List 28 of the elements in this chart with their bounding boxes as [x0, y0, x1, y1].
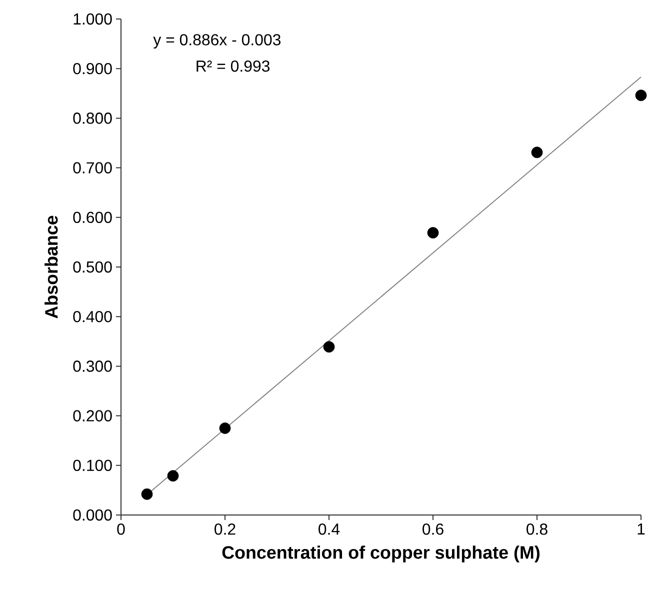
y-tick-label: 0.700 — [73, 162, 112, 174]
y-tick-label: 0.100 — [73, 460, 112, 472]
y-tick-label: 0.400 — [73, 310, 112, 322]
point — [531, 146, 543, 158]
annotation: y = 0.886x - 0.003 — [153, 34, 280, 49]
y-tick-label: 0.300 — [73, 360, 112, 372]
x-tick-label: 1 — [638, 524, 645, 534]
point — [167, 470, 179, 482]
point — [219, 422, 231, 434]
y-tick-label: 0.500 — [73, 261, 112, 273]
point — [427, 227, 439, 238]
x-axis-title: Concentration of copper sulphate (M) — [222, 546, 540, 562]
x-tick-label: 0.2 — [214, 524, 236, 535]
x-tick-label: 0.6 — [422, 524, 444, 535]
annotation: R² = 0.993 — [196, 60, 270, 72]
y-tick-label: 0.800 — [73, 112, 112, 124]
x-tick-label: 0.4 — [318, 524, 340, 535]
y-tick-label: 0.200 — [73, 410, 112, 422]
x-tick-label: 0.8 — [526, 524, 548, 535]
point — [635, 90, 647, 102]
x-tick-label: 0 — [117, 524, 125, 535]
y-tick-label: 0.000 — [73, 509, 112, 521]
y-tick-label: 0.600 — [73, 212, 112, 224]
y-tick-label: 1.000 — [74, 13, 112, 25]
point — [323, 341, 335, 353]
y-axis-title: Absorbance — [44, 216, 58, 318]
y-tick-label: 0.900 — [73, 62, 112, 74]
point — [141, 488, 153, 500]
